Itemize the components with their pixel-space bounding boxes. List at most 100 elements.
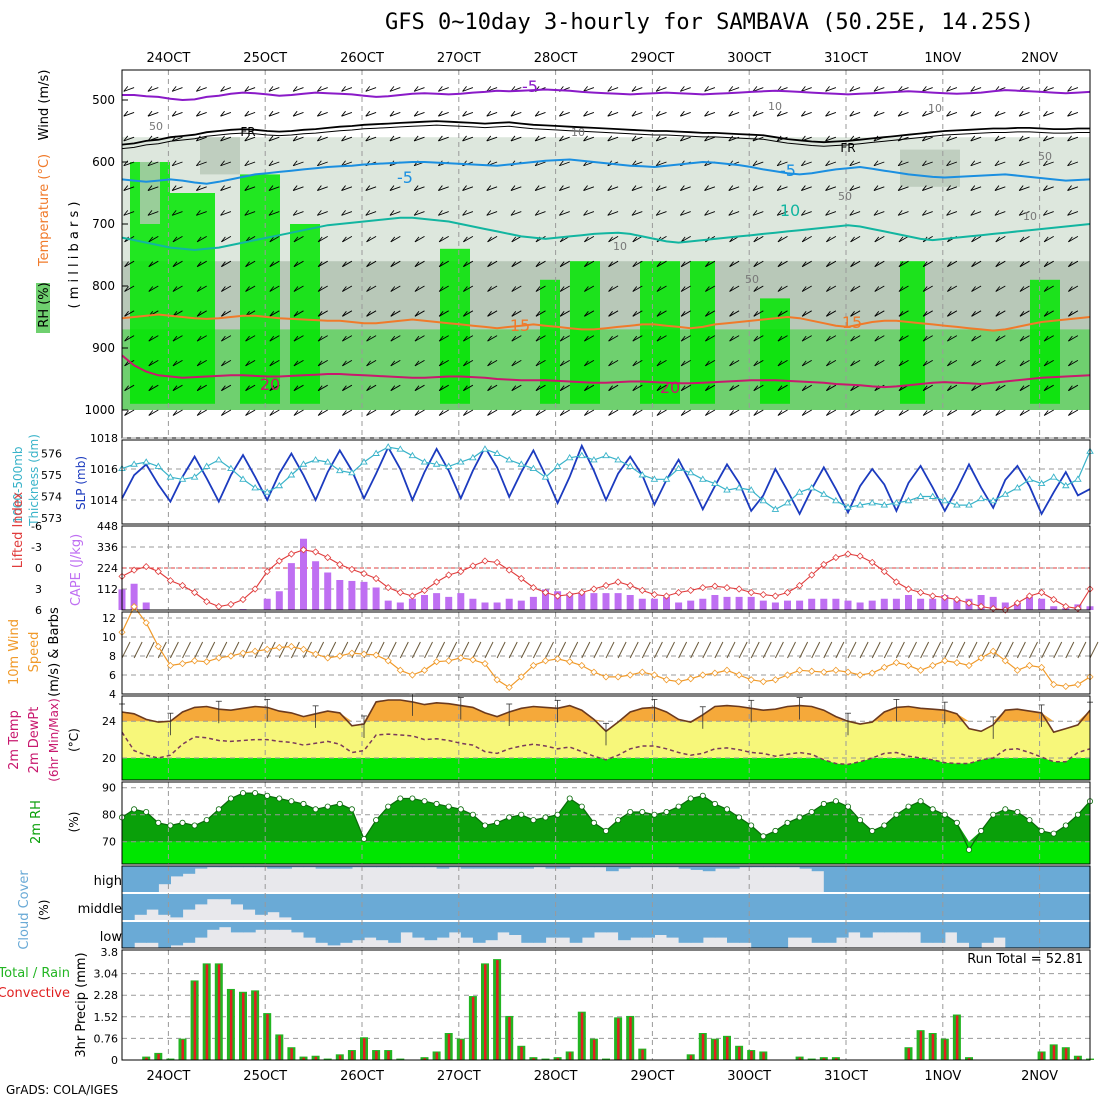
- rh2m-marker: [991, 812, 996, 817]
- precip-convective-bar: [641, 1050, 644, 1060]
- rh-moist-column: [290, 224, 320, 404]
- lifted-index-marker: [639, 587, 645, 593]
- cloud-cell: [667, 894, 680, 920]
- precip-tick-label: 3.8: [101, 946, 119, 959]
- lifted-index-marker: [930, 593, 936, 599]
- cloud-cell: [533, 894, 546, 920]
- cloud-cell: [485, 894, 498, 920]
- cape-bar: [857, 603, 864, 611]
- thickness-marker: [252, 485, 258, 490]
- cloud-cell: [993, 922, 1006, 938]
- rh2m-marker: [253, 791, 258, 796]
- cloud-cell: [1017, 866, 1030, 892]
- cloud-cell: [388, 894, 401, 920]
- cloud-cell: [497, 894, 510, 920]
- rh2m-marker: [531, 818, 536, 823]
- rh2m-marker: [337, 801, 342, 806]
- cloud-cell: [291, 922, 304, 932]
- cape-bar: [397, 603, 404, 611]
- cloud-cell: [836, 922, 849, 938]
- wind10m-panel: [122, 612, 1090, 694]
- cloud-cell: [1078, 922, 1091, 948]
- cloud-cell: [170, 922, 183, 945]
- lifted-index-marker: [906, 586, 912, 592]
- thickness-marker: [313, 457, 319, 462]
- wind-speed-marker: [676, 679, 682, 685]
- cloud-cell: [812, 922, 825, 943]
- cape-bar: [627, 595, 634, 610]
- cloud-cell: [134, 894, 147, 915]
- li-tick-label: 6: [35, 604, 42, 617]
- rh2m-marker: [495, 820, 500, 825]
- rh-moist-column: [170, 193, 215, 404]
- rh2m-marker: [240, 791, 245, 796]
- rh2m-marker: [785, 820, 790, 825]
- rh2m-marker: [228, 796, 233, 801]
- rh2m-marker: [761, 834, 766, 839]
- rh2m-marker: [543, 815, 548, 820]
- cloud-cell: [945, 894, 958, 920]
- wind-speed-marker: [180, 661, 186, 667]
- lifted-index-marker: [446, 572, 452, 578]
- precip-convective-bar: [908, 1048, 911, 1060]
- rh2m-marker: [845, 804, 850, 809]
- cloud-cell: [812, 866, 825, 871]
- cape-bar: [506, 599, 513, 610]
- precip-convective-bar: [702, 1034, 705, 1060]
- rh2m-marker: [398, 796, 403, 801]
- x-tick-bottom-label: 25OCT: [243, 1069, 287, 1084]
- cloud-cell: [800, 894, 813, 920]
- cape-tick-label: 112: [97, 583, 118, 596]
- cloud-cell: [412, 922, 425, 938]
- rh2m-marker: [1039, 828, 1044, 833]
- cloud-label: Cloud Cover: [17, 870, 32, 950]
- rh2m-marker: [168, 823, 173, 828]
- temp2m-label-3: (6hr Min/Max): [47, 698, 61, 782]
- precip-convective-bar: [230, 990, 233, 1060]
- cloud-cell: [183, 894, 196, 910]
- li-axis-label: Lifted Index: [11, 491, 26, 568]
- li-tick-label: -6: [31, 520, 42, 533]
- rh2m-marker: [773, 828, 778, 833]
- precip-convective-bar: [375, 1051, 378, 1060]
- x-tick-top-label: 31OCT: [824, 51, 868, 66]
- rh2m-marker: [700, 793, 705, 798]
- pressure-tick-label: 500: [92, 93, 115, 107]
- contour-label: 20: [260, 375, 280, 394]
- cloud-cell: [364, 922, 377, 938]
- slp-axis-label: SLP (mb): [74, 456, 88, 510]
- surface-wind-barb: [691, 642, 699, 658]
- rh2m-marker: [1063, 823, 1068, 828]
- cloud-cell: [896, 894, 909, 920]
- cloud-cell: [945, 922, 958, 932]
- thickness-marker: [1014, 485, 1020, 490]
- lifted-index-marker: [180, 583, 186, 589]
- cloud-cell: [836, 894, 849, 920]
- cape-bar: [433, 593, 440, 610]
- wind-speed-marker: [301, 646, 307, 652]
- cloud-cell: [1066, 866, 1079, 892]
- surface-wind-barb: [727, 642, 735, 658]
- precip-convective-bar: [714, 1040, 717, 1060]
- rh2m-marker: [870, 828, 875, 833]
- rh2m-marker: [979, 828, 984, 833]
- precip-convective-bar: [593, 1040, 596, 1060]
- cape-bar: [288, 563, 295, 610]
- cloud-cell: [606, 866, 619, 871]
- contour-label: -5: [397, 168, 413, 187]
- thickness-marker: [676, 466, 682, 471]
- thickness-marker: [228, 466, 234, 471]
- surface-wind-barb: [1005, 642, 1013, 658]
- wind-speed-marker: [349, 650, 355, 656]
- precip-convective-bar: [363, 1038, 366, 1060]
- cloud-cell: [860, 866, 873, 892]
- cloud-cell: [1017, 922, 1030, 948]
- lifted-index-marker: [760, 592, 766, 598]
- wind-speed-marker: [736, 672, 742, 678]
- cape-bar: [409, 599, 416, 610]
- cape-bar: [312, 561, 319, 610]
- rh2m-marker: [688, 796, 693, 801]
- cloud-cell: [1017, 894, 1030, 920]
- precip-axis-label: 3hr Precip (mm): [74, 952, 89, 1057]
- precip-convective-bar: [448, 1034, 451, 1060]
